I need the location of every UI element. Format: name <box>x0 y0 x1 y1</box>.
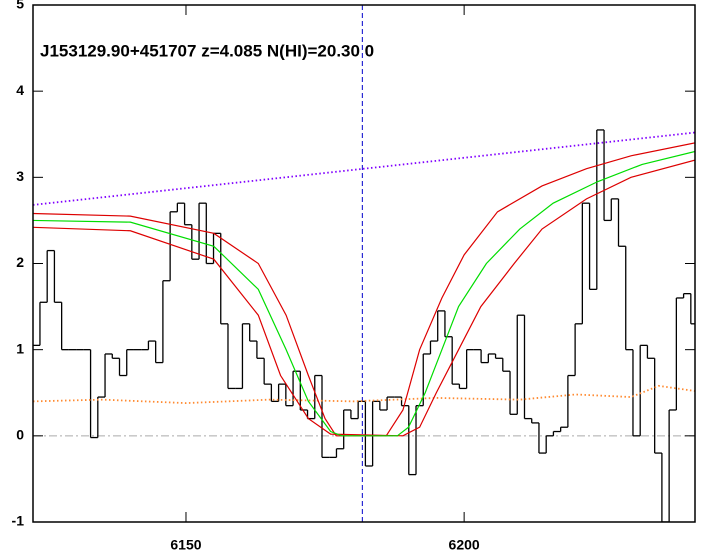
y-tick-label: 5 <box>16 0 24 12</box>
model-line <box>33 142 695 437</box>
y-tick-label: 3 <box>16 168 24 184</box>
x-tick-label: 6200 <box>449 537 480 553</box>
y-tick-label: -1 <box>12 513 25 529</box>
model-line <box>33 159 695 437</box>
model-line <box>33 384 695 404</box>
y-tick-label: 0 <box>16 427 24 443</box>
plot-area <box>33 5 695 522</box>
model-line <box>33 150 695 437</box>
y-tick-label: 2 <box>16 254 24 270</box>
model-line <box>33 131 695 206</box>
axes-frame <box>32 4 696 523</box>
y-tick-label: 1 <box>16 340 24 356</box>
x-tick-label: 6150 <box>170 537 201 553</box>
chart-title: J153129.90+451707 z=4.085 N(HI)=20.30 0 <box>40 41 374 60</box>
y-tick-label: 4 <box>16 82 24 98</box>
